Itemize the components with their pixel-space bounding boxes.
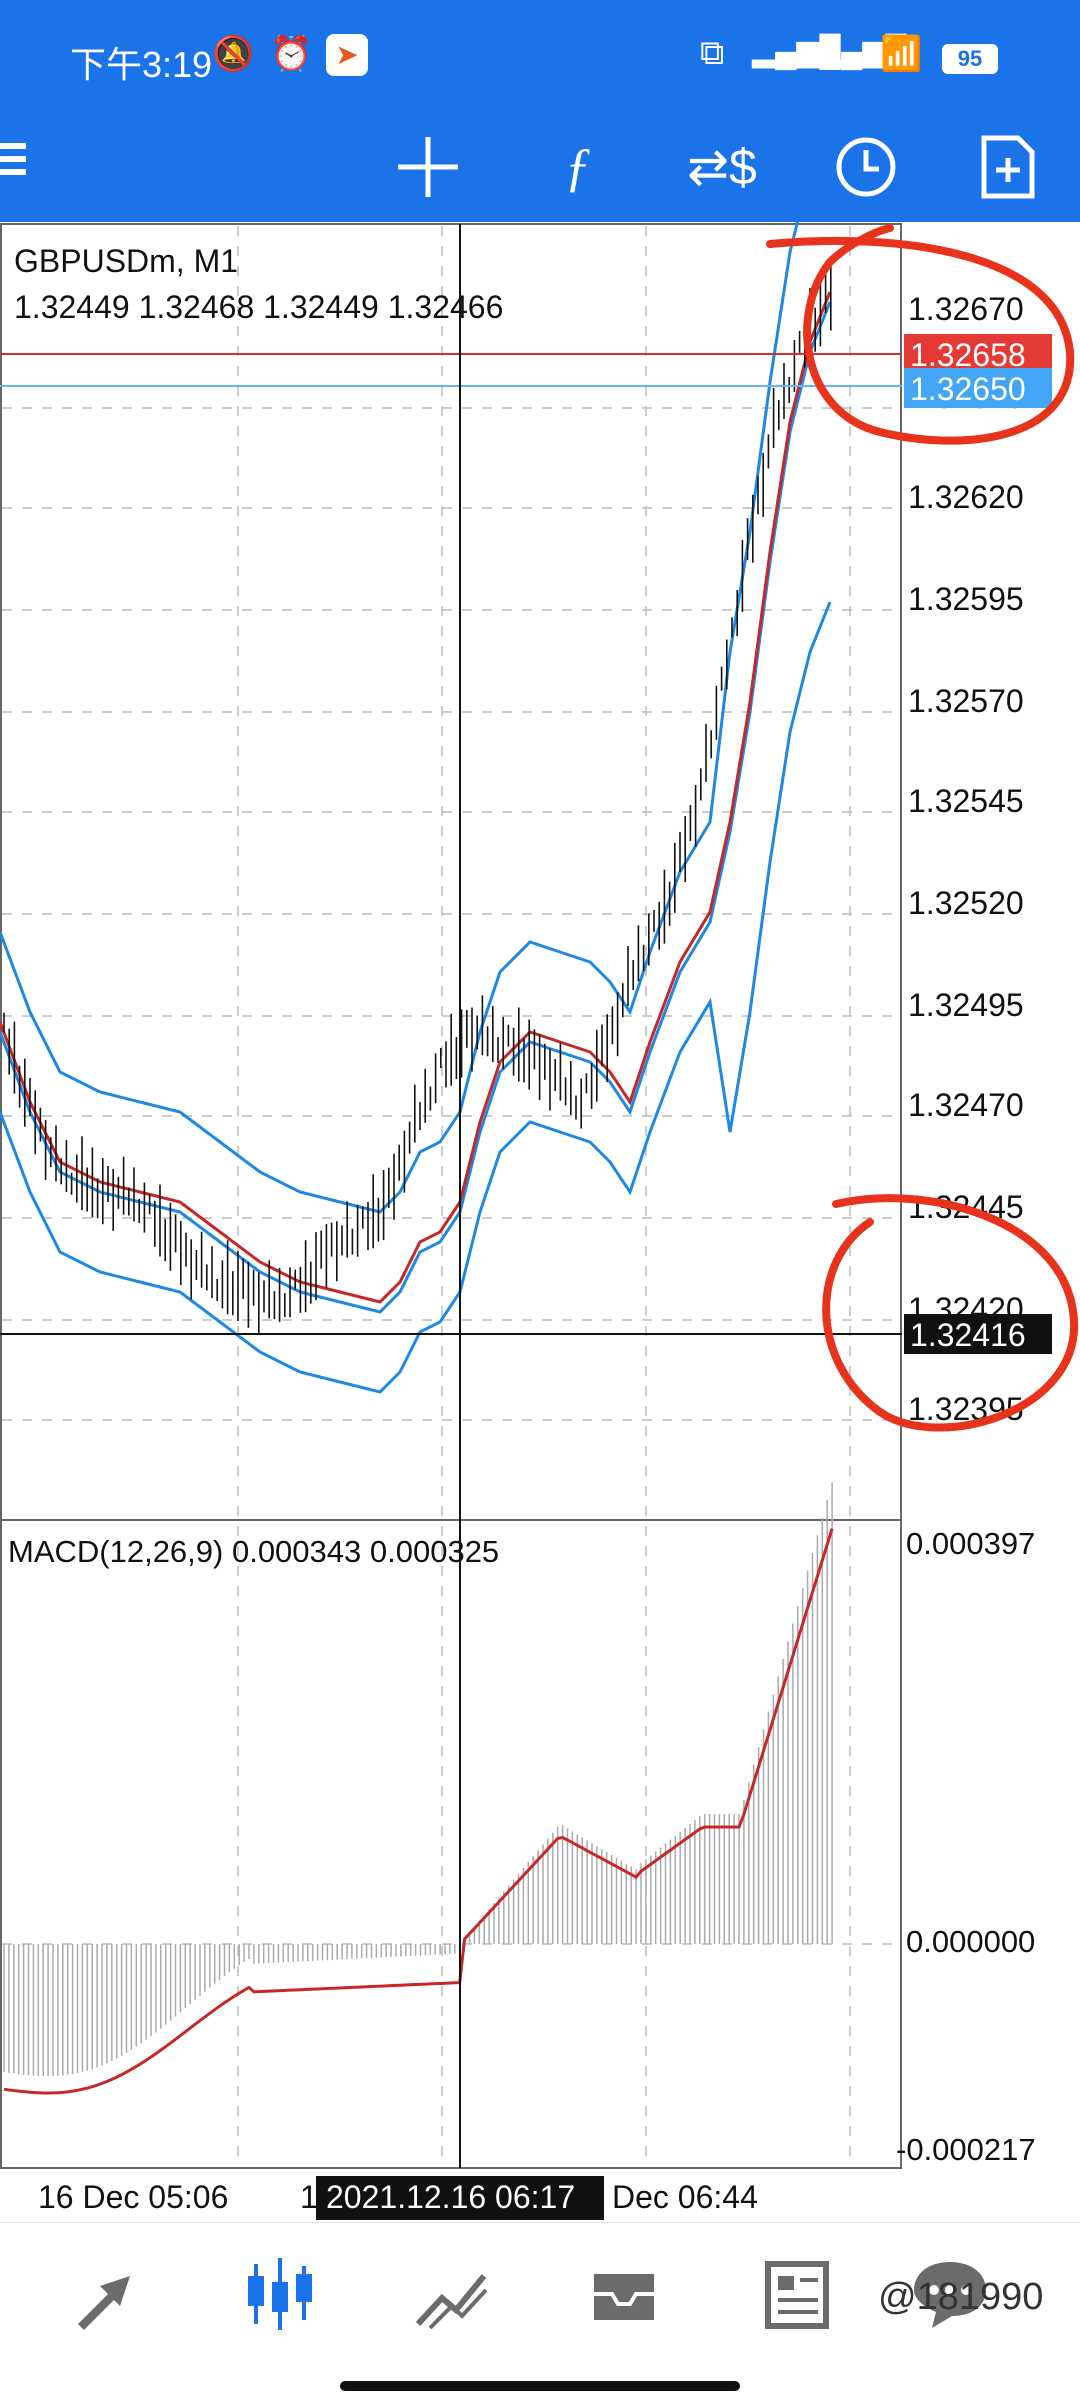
menu-icon[interactable]: [0, 136, 28, 194]
price-tick: 1.32495: [908, 987, 1024, 1023]
time-label: 1: [300, 2179, 318, 2215]
battery-icon: 95: [942, 44, 998, 74]
macd-histogram: [3, 1482, 834, 2095]
symbol-label: GBPUSDm, M1: [14, 243, 238, 279]
screen-mirror-icon: ⧉: [700, 34, 725, 72]
price-axis: 1.32670 1.32645 1.32620 1.32595 1.32570 …: [908, 291, 1024, 1427]
status-bar: 下午3:19 🔕 ⏰ ➤ ⧉ ▂▄▆█ ▂▄▆█ 📶 95: [0, 0, 1080, 110]
price-chart[interactable]: GBPUSDm, M1 1.32449 1.32468 1.32449 1.32…: [0, 121, 1080, 2222]
ohlc-label: 1.32449 1.32468 1.32449 1.32466: [14, 289, 503, 325]
news-icon[interactable]: [746, 2251, 846, 2337]
band-lower: [0, 601, 832, 1394]
trade-dollar-icon[interactable]: ⇄$: [687, 139, 757, 195]
clock-icon[interactable]: [826, 130, 906, 204]
macd-signal-line: [3, 1528, 834, 2095]
crosshair-price-badge: [904, 1314, 1052, 1354]
crosshair-time-label: 2021.12.16 06:17: [326, 2179, 575, 2215]
annotation-circle-bottom: [822, 1194, 1079, 1432]
price-tick: 1.32520: [908, 885, 1024, 921]
alarm-icon: ⏰: [270, 35, 313, 73]
candles: [3, 264, 832, 1335]
macd-tick: -0.000217: [896, 2132, 1036, 2167]
signal-hd-icon: ▂▄▆█: [752, 35, 841, 68]
chat-icon[interactable]: [900, 2251, 1000, 2337]
moving-average: [0, 291, 832, 1304]
annotation-circle-top: [766, 224, 1075, 445]
macd-pane-frame: [0, 1519, 902, 2169]
trade-arrows-icon[interactable]: [58, 2251, 158, 2337]
bid-price-label: 1.32658: [910, 337, 1026, 373]
macd-tick: 0.000000: [906, 1924, 1035, 1959]
price-tick: 1.32470: [908, 1087, 1024, 1123]
ask-price-label: 1.32650: [910, 371, 1026, 407]
wifi-icon: 📶: [880, 35, 923, 73]
price-tick: 1.32545: [908, 783, 1024, 819]
price-tick: 1.32570: [908, 683, 1024, 719]
bollinger-bands: [0, 121, 832, 1394]
mute-notification-icon: 🔕: [212, 35, 255, 73]
band-middle: [0, 301, 832, 1314]
chart-area[interactable]: GBPUSDm, M1 1.32449 1.32468 1.32449 1.32…: [0, 121, 1080, 2222]
price-tick: 1.32670: [908, 291, 1024, 327]
crosshair-time-badge: [316, 2176, 604, 2220]
inbox-icon[interactable]: [574, 2251, 674, 2337]
indicator-f-icon[interactable]: ƒ: [564, 137, 592, 197]
chart-trend-icon[interactable]: [402, 2251, 502, 2337]
signal-hd-icon: ▂▄▆█: [818, 35, 907, 68]
macd-title: MACD(12,26,9) 0.000343 0.000325: [8, 1534, 499, 1569]
candles-icon[interactable]: [230, 2251, 330, 2337]
crosshair-icon[interactable]: [388, 130, 468, 204]
top-toolbar: ƒ ⇄$: [0, 110, 1080, 222]
macd-tick: 0.000397: [906, 1526, 1035, 1561]
new-document-icon[interactable]: [968, 130, 1048, 204]
price-tick: 1.32595: [908, 581, 1024, 617]
ask-badge: [904, 368, 1052, 408]
app-notification-icon: ➤: [326, 34, 368, 76]
crosshair-price-label: 1.32416: [910, 1317, 1026, 1353]
grid-lines: [2, 226, 900, 2166]
time-label: 16 Dec 05:06: [38, 2179, 228, 2215]
bid-badge: [904, 334, 1052, 374]
price-tick: 1.32620: [908, 479, 1024, 515]
price-tick: 1.32395: [908, 1391, 1024, 1427]
bottom-nav: [0, 2222, 1080, 2400]
time-label: Dec 06:44: [612, 2179, 758, 2215]
status-time: 下午3:19: [70, 44, 213, 85]
band-upper: [0, 121, 832, 1214]
home-indicator[interactable]: [340, 2381, 740, 2391]
watermark: @181990: [878, 2276, 1044, 2318]
